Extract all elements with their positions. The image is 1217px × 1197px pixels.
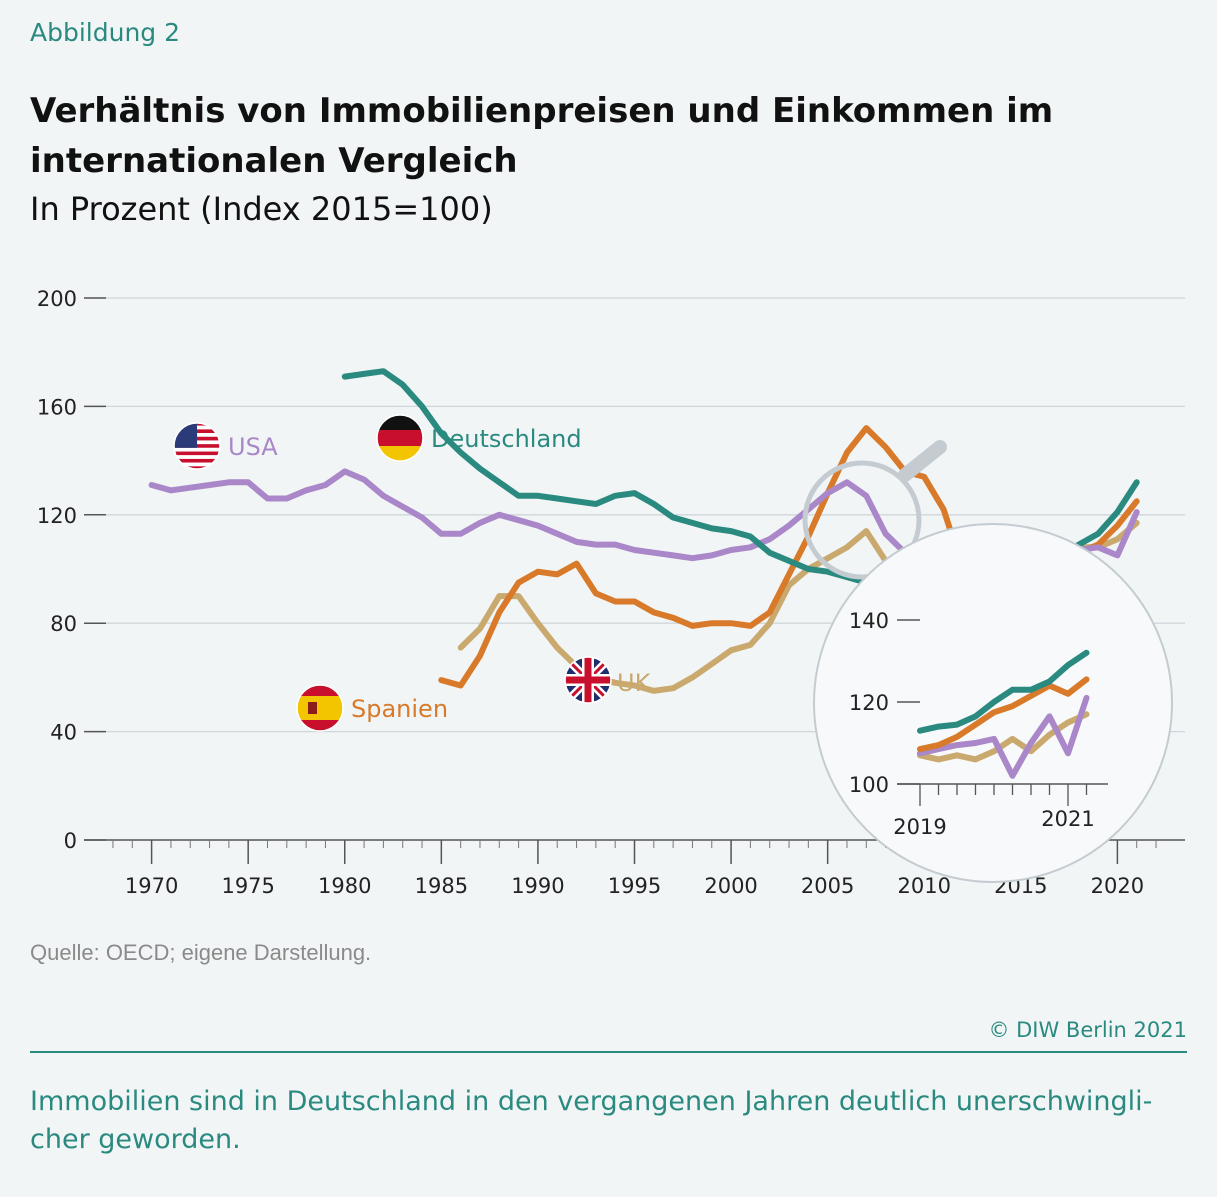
inset-series-line-deutschland — [917, 649, 1090, 734]
inset-series-line-spanien — [917, 676, 1090, 753]
x-tick-label: 2005 — [801, 874, 854, 898]
line-chart: 0 40 80 120 160 200 1970 1975 1980 1985 1990 1995 2… — [37, 287, 1185, 898]
series-labels: Deutschland USA Spanien UK — [173, 414, 652, 732]
spain-flag-icon — [296, 684, 344, 732]
inset-chart: 100 120 140 2019 2021 — [813, 523, 1173, 883]
x-tick-label: 1980 — [318, 874, 371, 898]
y-axis: 0 40 80 120 160 200 — [37, 287, 106, 853]
source-note: Quelle: OECD; eigene Darstellung. — [30, 940, 372, 965]
figure-label: Abbildung 2 — [30, 18, 181, 47]
series-label-deutschland: Deutschland — [431, 425, 582, 453]
x-tick-label: 2020 — [1091, 874, 1144, 898]
germany-flag-icon — [376, 414, 424, 462]
series-label-spanien: Spanien — [351, 695, 448, 723]
uk-flag-icon — [564, 656, 612, 704]
y-tick-label: 40 — [50, 721, 77, 745]
x-axis: 1970 1975 1980 1985 1990 1995 2000 2005 2010 2015… — [112, 840, 1157, 898]
chart-title: Verhältnis von Immobilienpreisen und Ein… — [30, 91, 1054, 181]
x-tick-label: 1990 — [511, 874, 564, 898]
chart-subtitle: In Prozent (Index 2015=100) — [30, 190, 493, 228]
y-tick-label: 200 — [37, 287, 77, 311]
inset-series-line-usa — [917, 694, 1090, 779]
y-tick-label: 80 — [50, 612, 77, 636]
inset-y-tick-label: 140 — [849, 609, 889, 633]
x-tick-label: 2010 — [898, 874, 951, 898]
y-tick-label: 0 — [64, 829, 77, 853]
x-tick-label: 1975 — [221, 874, 274, 898]
y-tick-label: 120 — [37, 504, 77, 528]
figure-caption: Immobilien sind in Deutschland in den ve… — [30, 1086, 1153, 1155]
series-label-usa: USA — [228, 433, 278, 461]
inset-y-tick-label: 100 — [849, 773, 889, 797]
x-tick-label: 1985 — [415, 874, 468, 898]
copyright: © DIW Berlin 2021 — [988, 1018, 1187, 1042]
x-tick-label: 2000 — [704, 874, 757, 898]
x-tick-label: 1995 — [608, 874, 661, 898]
series-label-uk: UK — [617, 669, 652, 697]
inset-x-tick-label: 2021 — [1041, 807, 1094, 831]
x-tick-label: 1970 — [125, 874, 178, 898]
inset-y-tick-label: 120 — [849, 691, 889, 715]
usa-flag-icon — [173, 422, 221, 470]
divider — [30, 1051, 1187, 1053]
y-tick-label: 160 — [37, 395, 77, 419]
inset-x-tick-label: 2019 — [893, 815, 946, 839]
